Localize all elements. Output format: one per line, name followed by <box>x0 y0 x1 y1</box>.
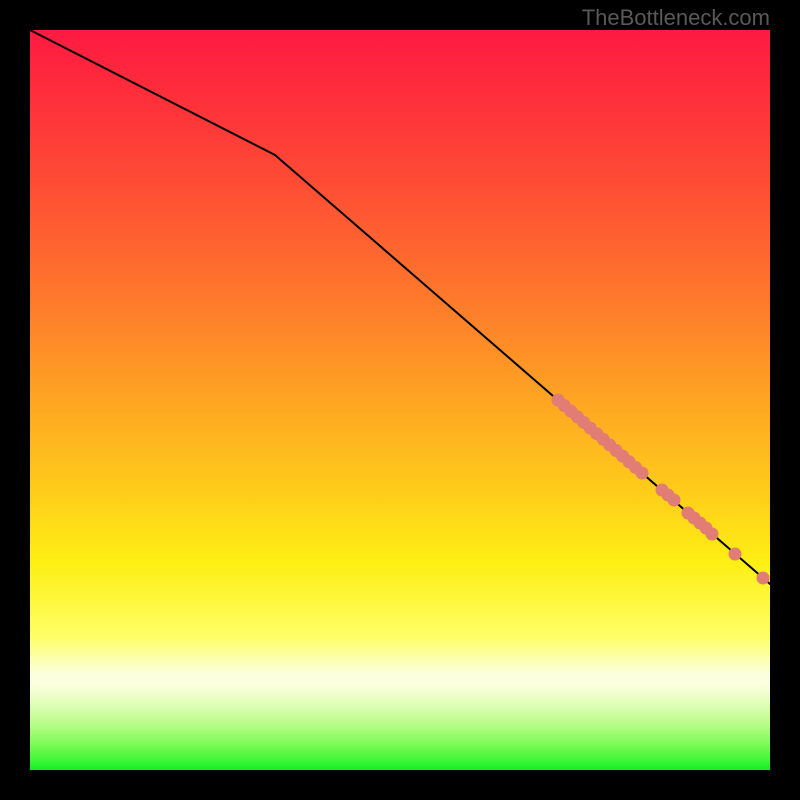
bottleneck-chart: TheBottleneck.com <box>0 0 800 800</box>
plot-area <box>30 30 770 770</box>
scatter-point <box>636 467 649 480</box>
scatter-point <box>668 494 681 507</box>
scatter-point <box>706 528 719 541</box>
scatter-point <box>729 548 742 561</box>
scatter-point <box>757 572 770 585</box>
watermark-text: TheBottleneck.com <box>582 5 770 30</box>
